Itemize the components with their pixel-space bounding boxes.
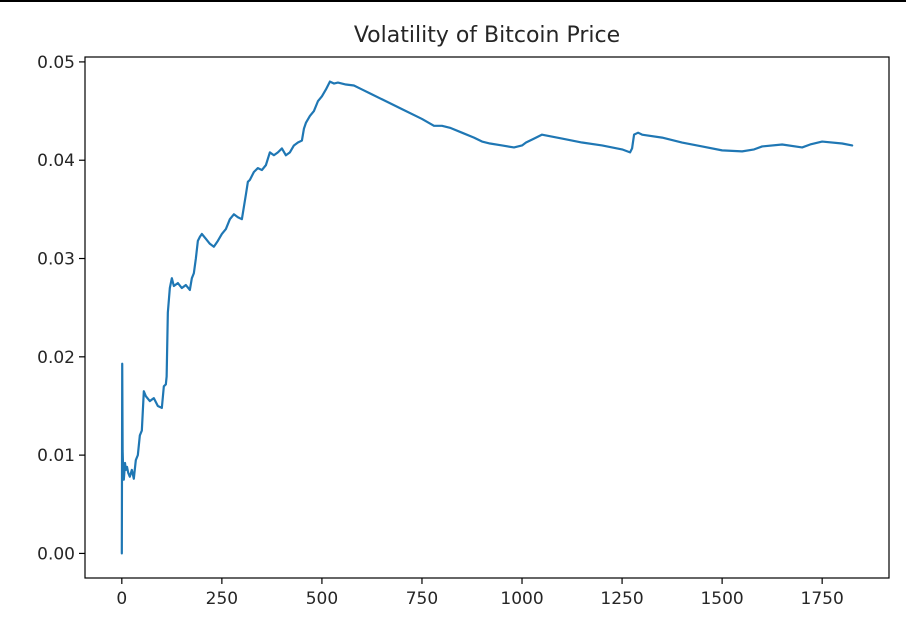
y-tick-label: 0.01	[37, 446, 75, 466]
top-border	[0, 0, 906, 2]
plot-area-frame	[84, 56, 890, 579]
x-tick-label: 1750	[801, 589, 844, 609]
x-tick-label: 1500	[700, 589, 743, 609]
x-tick-label: 1000	[500, 589, 543, 609]
x-tick-label: 0	[116, 589, 127, 609]
x-tick-label: 500	[306, 589, 338, 609]
chart-title: Volatility of Bitcoin Price	[354, 23, 620, 48]
y-tick-label: 0.02	[37, 348, 75, 368]
y-tick-label: 0.04	[37, 151, 75, 171]
y-tick-label: 0.05	[37, 53, 75, 73]
volatility-series-line	[120, 80, 854, 555]
x-tick-label: 1250	[600, 589, 643, 609]
y-tick-label: 0.00	[37, 544, 75, 564]
x-tick-label: 250	[206, 589, 238, 609]
x-tick-label: 750	[406, 589, 438, 609]
y-tick-label: 0.03	[37, 250, 75, 270]
y-axis-ticks: 0.00 0.01 0.02 0.03 0.04 0.05	[37, 53, 85, 564]
x-axis-ticks: 0 250 500 750 1000 1250 1500 1750	[116, 578, 844, 609]
